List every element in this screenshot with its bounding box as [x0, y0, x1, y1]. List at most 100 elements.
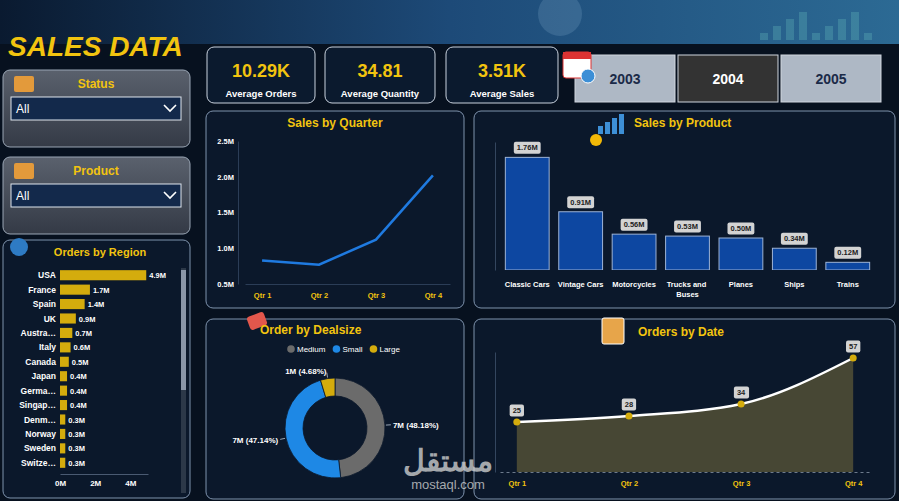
bar: [60, 328, 72, 338]
axis: [495, 353, 496, 473]
icon-bar: [598, 126, 603, 134]
data-label-box: [622, 399, 636, 411]
data-label: 57: [849, 342, 857, 351]
data-label: 0.4M: [70, 387, 87, 396]
axis-line: [246, 284, 451, 285]
bar: [60, 429, 65, 439]
decoration: [760, 33, 768, 40]
data-label: 0.4M: [70, 372, 87, 381]
tick-label: Qtr 3: [368, 291, 386, 300]
category-label: Motorcycles: [612, 280, 656, 289]
data-label-box: [781, 233, 808, 245]
panel: [446, 47, 558, 103]
category-label: Sweden: [24, 443, 56, 453]
leader-line: [386, 424, 391, 425]
year-button[interactable]: [781, 55, 881, 102]
data-label: 0.4M: [70, 401, 87, 410]
bar: [772, 248, 816, 270]
category-label: Denm…: [24, 415, 56, 425]
category-label: Trucks and Buses: [667, 280, 709, 299]
axis: [495, 143, 496, 271]
data-label-box: [846, 341, 860, 353]
slice: [321, 378, 335, 397]
kpi-value: 34.81: [357, 61, 402, 81]
data-label: 0.53M: [677, 222, 698, 231]
tick-label: Qtr 2: [621, 479, 639, 488]
dropdown-chevron: [164, 192, 176, 198]
marks: [513, 355, 856, 473]
legend-label: Small: [342, 345, 362, 354]
bar: [60, 458, 65, 468]
tick: Qtr 2: [621, 479, 639, 488]
dropdown[interactable]: [11, 184, 181, 207]
data-label: 0.9M: [79, 315, 96, 324]
bars: [505, 157, 869, 270]
tick-label: Qtr 3: [733, 479, 751, 488]
chart-title: Sales by Product: [634, 116, 731, 130]
data-label-box: [727, 223, 754, 235]
bar: [60, 313, 76, 323]
lines: [262, 175, 433, 264]
decoration: [773, 26, 781, 40]
data-label-group: 0.91M: [567, 196, 594, 208]
data-label: 25: [513, 406, 521, 415]
calendar-icon: [563, 52, 595, 83]
category-label: Norway: [25, 429, 56, 439]
tick: Qtr 3: [368, 291, 386, 300]
legend-label: Medium: [297, 345, 326, 354]
data-label-group: 25: [510, 405, 524, 417]
dashboard: SALES DATAStatusAllProductAll10.29KAvera…: [0, 0, 899, 501]
bar: [60, 342, 71, 352]
filter-label: Product: [73, 164, 118, 178]
legend-swatch: [333, 345, 341, 353]
decoration: [786, 19, 794, 40]
data-label-group: 1.76M: [514, 142, 541, 154]
axis-line: [238, 142, 239, 285]
data-label-group: 0.50M: [727, 223, 754, 235]
year-button[interactable]: [678, 55, 778, 102]
filter-icon: [14, 163, 34, 179]
icon-bar: [605, 122, 610, 134]
kpi-label: Average Quantity: [341, 88, 420, 99]
data-label: 7M (48.18%): [393, 421, 439, 430]
data-label-group: 0.53M: [674, 221, 701, 233]
tick: 2.5M: [217, 137, 238, 146]
data-label: 1.4M: [88, 300, 105, 309]
area: [517, 358, 853, 472]
marker: [850, 355, 857, 362]
panel: [474, 111, 895, 308]
tick-label: 2.0M: [217, 173, 234, 182]
tick: Qtr 3: [733, 479, 751, 488]
chart-title: Sales by Quarter: [287, 116, 383, 130]
dropdown-value: All: [16, 189, 29, 203]
watermark: mostaql.com: [411, 477, 485, 492]
panel: [206, 111, 464, 308]
bar: [505, 157, 549, 270]
data-label-group: 0.34M: [781, 233, 808, 245]
panel: [3, 70, 190, 147]
icon-bar: [612, 118, 617, 134]
data-label: 1.7M: [93, 286, 110, 295]
category-label: Vintage Cars: [558, 280, 604, 289]
dashboard-title: SALES DATA: [8, 31, 183, 62]
panel: [3, 240, 190, 498]
calendar-clock: [581, 69, 595, 83]
data-label: 0.3M: [68, 430, 85, 439]
legend-swatch: [287, 345, 295, 353]
dropdown[interactable]: [11, 97, 181, 120]
background: [0, 0, 899, 501]
tick: Qtr 1: [254, 291, 272, 300]
filter-icon: [14, 76, 34, 92]
category-label: USA: [38, 270, 56, 280]
axis-line: [495, 143, 496, 271]
panel: [325, 47, 435, 103]
data-label: 34: [737, 388, 746, 397]
kpi-label: Average Sales: [470, 88, 535, 99]
data-label: 0.91M: [570, 198, 591, 207]
category-label: Planes: [729, 280, 753, 289]
scrollbar-thumb: [181, 270, 186, 390]
marker: [738, 401, 745, 408]
tick: 2M: [90, 474, 101, 488]
filter-label: Status: [78, 77, 115, 91]
category-label: Austra…: [21, 328, 56, 338]
